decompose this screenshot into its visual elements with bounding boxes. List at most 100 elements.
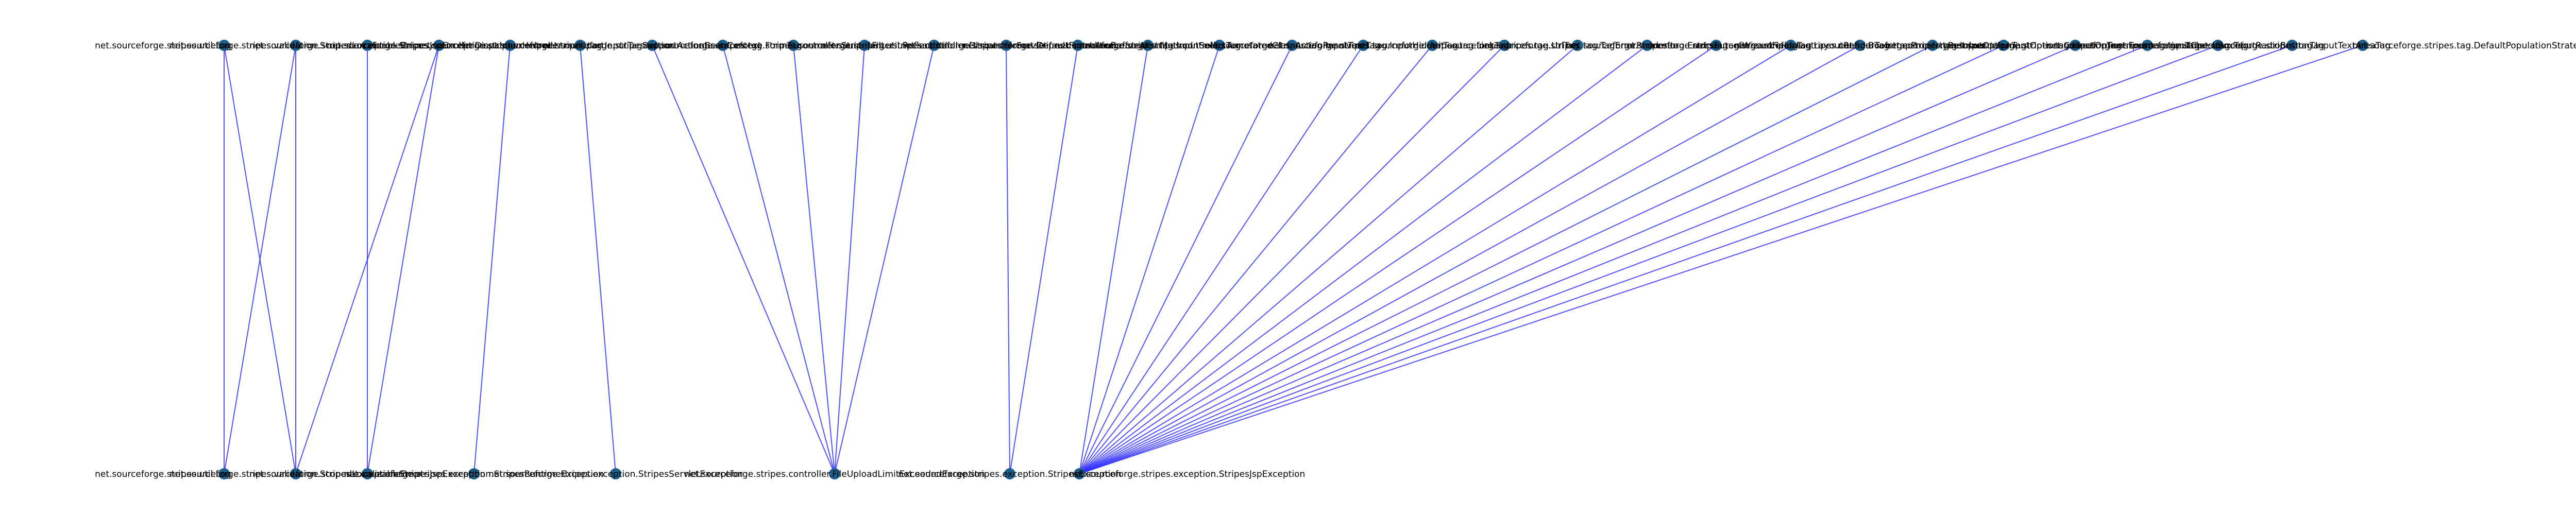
top-node-label-28: net.sourceforge.stripes.tag.InputCheckBo… — [2046, 41, 2248, 51]
top-node-label-2: net.sourceforge.stripes.validation.Scope… — [170, 41, 421, 51]
top-node-29[interactable] — [2212, 40, 2224, 51]
top-node-label-16: net.sourceforge.stripes.tag.InputTextTag — [1204, 41, 1381, 51]
top-node-4[interactable] — [433, 40, 445, 51]
edge-t19-b8 — [1079, 45, 1505, 474]
top-node-21[interactable] — [1641, 40, 1653, 51]
top-node-8[interactable] — [717, 40, 728, 51]
top-node-31[interactable] — [2357, 40, 2368, 51]
top-node-label-14: net.sourceforge.stripes.tag.InputSelectT… — [1055, 41, 1241, 51]
edge-t29-b8 — [1079, 45, 2218, 474]
bottom-node-8[interactable] — [1074, 468, 1085, 479]
top-node-label-9: net.sourceforge.stripes.controller.Strip… — [693, 41, 894, 51]
top-node-26[interactable] — [1998, 40, 2009, 51]
top-node-label-8: net.sourceforge.stripes.tag.FormTag — [643, 41, 802, 51]
top-node-6[interactable] — [574, 40, 586, 51]
top-node-label-12: net.sourceforge.stripes.format.DefaultFo… — [901, 41, 1112, 51]
top-node-label-18: net.sourceforge.stripes.tag.LinkTag — [1355, 41, 1509, 51]
edge-t4-b3 — [367, 45, 439, 474]
top-node-27[interactable] — [2070, 40, 2081, 51]
edge-t6-b5 — [580, 45, 616, 474]
edge-t24-b8 — [1079, 45, 1860, 474]
top-node-16[interactable] — [1286, 40, 1298, 51]
top-node-label-26: net.sourceforge.stripes.tag.InputOptions… — [1886, 41, 2122, 51]
top-node-30[interactable] — [2286, 40, 2298, 51]
bottom-node-label-5: net.sourceforge.stripes.exception.Stripe… — [488, 469, 743, 479]
top-node-label-30: net.sourceforge.stripes.tag.InputTextAre… — [2194, 41, 2391, 51]
top-node-label-25: net.sourceforge.stripes.tag.InputOptionT… — [1838, 41, 2026, 51]
top-node-9[interactable] — [788, 40, 799, 51]
top-node-25[interactable] — [1927, 40, 1938, 51]
bottom-node-6[interactable] — [829, 468, 840, 479]
top-node-22[interactable] — [1710, 40, 1722, 51]
top-node-label-21: net.sourceforge.stripes.tag.ErrorsTag — [1566, 41, 1728, 51]
bottom-node-label-2: net.sourceforge.stripes.validation.Scope… — [170, 469, 421, 479]
top-node-12[interactable] — [1001, 40, 1012, 51]
top-node-label-15: net.sourceforge.stripes.controller.Annot… — [1079, 41, 1361, 51]
top-node-13[interactable] — [1072, 40, 1083, 51]
edge-t30-b8 — [1079, 45, 2293, 474]
bottom-node-5[interactable] — [610, 468, 621, 479]
top-node-10[interactable] — [859, 40, 870, 51]
edge-t4-b2 — [295, 45, 439, 474]
top-node-20[interactable] — [1572, 40, 1583, 51]
top-node-17[interactable] — [1358, 40, 1369, 51]
top-node-24[interactable] — [1854, 40, 1866, 51]
edge-t12-b7 — [1006, 45, 1010, 474]
top-node-label-3: net.sourceforge.stripes.exception.Stripe… — [249, 41, 485, 51]
bottom-node-2[interactable] — [290, 468, 301, 479]
top-node-label-19: net.sourceforge.stripes.tag.UrlTag — [1430, 41, 1579, 51]
top-node-label-10: net.sourceforge.stripes.util.ReflectUtil — [782, 41, 947, 51]
bottom-node-7[interactable] — [1004, 468, 1015, 479]
top-node-19[interactable] — [1499, 40, 1510, 51]
edge-t2-b1 — [224, 45, 296, 474]
top-node-23[interactable] — [1785, 40, 1797, 51]
top-node-11[interactable] — [928, 40, 940, 51]
top-node-28[interactable] — [2142, 40, 2153, 51]
top-node-2[interactable] — [290, 40, 301, 51]
edge-t5-b4 — [473, 45, 511, 474]
edge-t8-b6 — [722, 45, 835, 474]
edge-t14-b8 — [1079, 45, 1148, 474]
bottom-node-label-3: net.sourceforge.stripes.exception.Stripe… — [249, 469, 485, 479]
top-node-14[interactable] — [1142, 40, 1154, 51]
top-node-5[interactable] — [504, 40, 516, 51]
bottom-node-label-7: net.sourceforge.stripes.exception.Stripe… — [898, 469, 1122, 479]
bottom-node-1[interactable] — [218, 468, 230, 479]
edge-t31-b8 — [1079, 45, 2363, 474]
top-node-15[interactable] — [1214, 40, 1225, 51]
top-node-label-22: net.sourceforge.stripes.tag.WizardFields… — [1621, 41, 1811, 51]
top-node-7[interactable] — [647, 40, 658, 51]
bottom-node-3[interactable] — [362, 468, 373, 479]
edge-t22-b8 — [1079, 45, 1717, 474]
edge-t26-b8 — [1079, 45, 2004, 474]
edge-t9-b6 — [793, 45, 835, 474]
top-node-label-4: net.sourceforge.stripes.controller.Dispa… — [327, 41, 551, 51]
edge-t27-b8 — [1079, 45, 2076, 474]
bottom-node-label-6: net.sourceforge.stripes.controller.FileU… — [684, 469, 985, 479]
top-node-label-23: net.sourceforge.stripes.tag.LayoutRender… — [1692, 41, 1890, 51]
edge-t16-b8 — [1079, 45, 1293, 474]
top-node-label-20: net.sourceforge.stripes.tag.TagErrorRend… — [1479, 41, 1676, 51]
nodes-layer — [218, 40, 2368, 479]
labels-layer: net.sourceforge.stripes.util.Lognet.sour… — [95, 41, 2576, 479]
edge-t11-b6 — [834, 45, 935, 474]
bottom-node-label-4: net.sourceforge.stripes.exception.Stripe… — [344, 469, 604, 479]
edge-t21-b8 — [1079, 45, 1648, 474]
edges-layer — [224, 45, 2363, 474]
top-node-label-6: net.sourceforge.stripes.tag.InputTagSupp… — [483, 41, 677, 51]
edge-t7-b6 — [652, 45, 835, 474]
bottom-node-4[interactable] — [468, 468, 480, 479]
edge-t13-b7 — [1009, 45, 1078, 474]
top-node-1[interactable] — [218, 40, 230, 51]
top-node-18[interactable] — [1427, 40, 1438, 51]
top-node-label-24: net.sourceforge.stripes.config.Bootstrap… — [1734, 41, 1985, 51]
top-node-label-29: net.sourceforge.stripes.tag.InputRadioBu… — [2111, 41, 2324, 51]
edge-t10-b6 — [834, 45, 865, 474]
edge-t17-b8 — [1079, 45, 1364, 474]
top-node-label-5: net.sourceforge.stripes.controller.multi… — [416, 41, 604, 51]
top-node-3[interactable] — [362, 40, 373, 51]
top-node-label-31: net.sourceforge.stripes.tag.DefaultPopul… — [2352, 41, 2576, 51]
edge-t15-b8 — [1079, 45, 1220, 474]
top-node-label-1: net.sourceforge.stripes.util.Log — [95, 41, 231, 51]
